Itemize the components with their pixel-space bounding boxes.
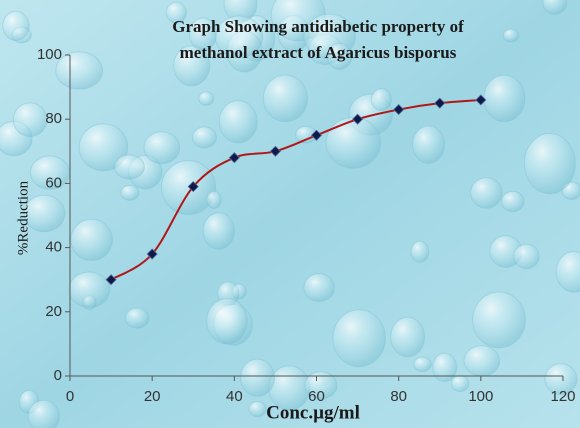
drop — [121, 185, 139, 200]
drop — [433, 353, 457, 381]
drop — [161, 161, 215, 215]
chart: Graph Showing antidiabetic property of m… — [0, 0, 580, 428]
drop — [524, 134, 575, 194]
y-axis-label: %Reduction — [15, 180, 31, 255]
drop — [249, 401, 266, 416]
drop — [207, 299, 248, 344]
x-axis-label: Conc.µg/ml — [266, 402, 360, 423]
drop — [28, 400, 59, 428]
drop — [391, 317, 425, 357]
drop — [333, 310, 385, 367]
drop — [414, 357, 432, 371]
drop — [503, 29, 518, 42]
drop — [219, 101, 257, 143]
drop — [115, 155, 145, 179]
drop — [304, 274, 334, 302]
drop — [413, 126, 445, 163]
drop — [464, 346, 500, 377]
drop — [144, 132, 180, 164]
drop — [207, 191, 221, 208]
drop — [371, 89, 391, 111]
drop — [473, 292, 526, 348]
drop — [125, 308, 149, 328]
y-tick-label: 40 — [45, 239, 62, 256]
drop — [471, 178, 502, 209]
drop — [484, 75, 525, 121]
drop — [13, 103, 47, 137]
drop — [502, 191, 525, 211]
drop — [240, 359, 274, 396]
drop — [69, 272, 110, 308]
x-tick-label: 0 — [66, 388, 74, 405]
drop — [203, 213, 234, 249]
x-tick-label: 60 — [308, 388, 325, 405]
y-tick-label: 100 — [37, 46, 62, 63]
drop — [3, 11, 30, 40]
y-tick-label: 80 — [45, 110, 62, 127]
x-tick-label: 80 — [390, 388, 407, 405]
drop — [263, 75, 307, 121]
x-tick-label: 120 — [550, 388, 575, 405]
drop — [326, 117, 380, 168]
chart-title-line: methanol extract of Agaricus bisporus — [180, 43, 457, 62]
drop — [199, 92, 214, 106]
drop — [192, 127, 216, 148]
x-tick-label: 100 — [468, 388, 493, 405]
drop — [56, 52, 103, 89]
drop — [411, 241, 429, 262]
y-tick-label: 20 — [45, 303, 62, 320]
drop — [71, 219, 113, 260]
y-tick-label: 0 — [54, 367, 62, 384]
chart-title-line: Graph Showing antidiabetic property of — [172, 17, 464, 36]
drop — [514, 244, 539, 268]
drop — [451, 376, 469, 392]
x-tick-label: 20 — [144, 388, 161, 405]
x-tick-label: 40 — [226, 388, 243, 405]
y-tick-label: 60 — [45, 174, 62, 191]
